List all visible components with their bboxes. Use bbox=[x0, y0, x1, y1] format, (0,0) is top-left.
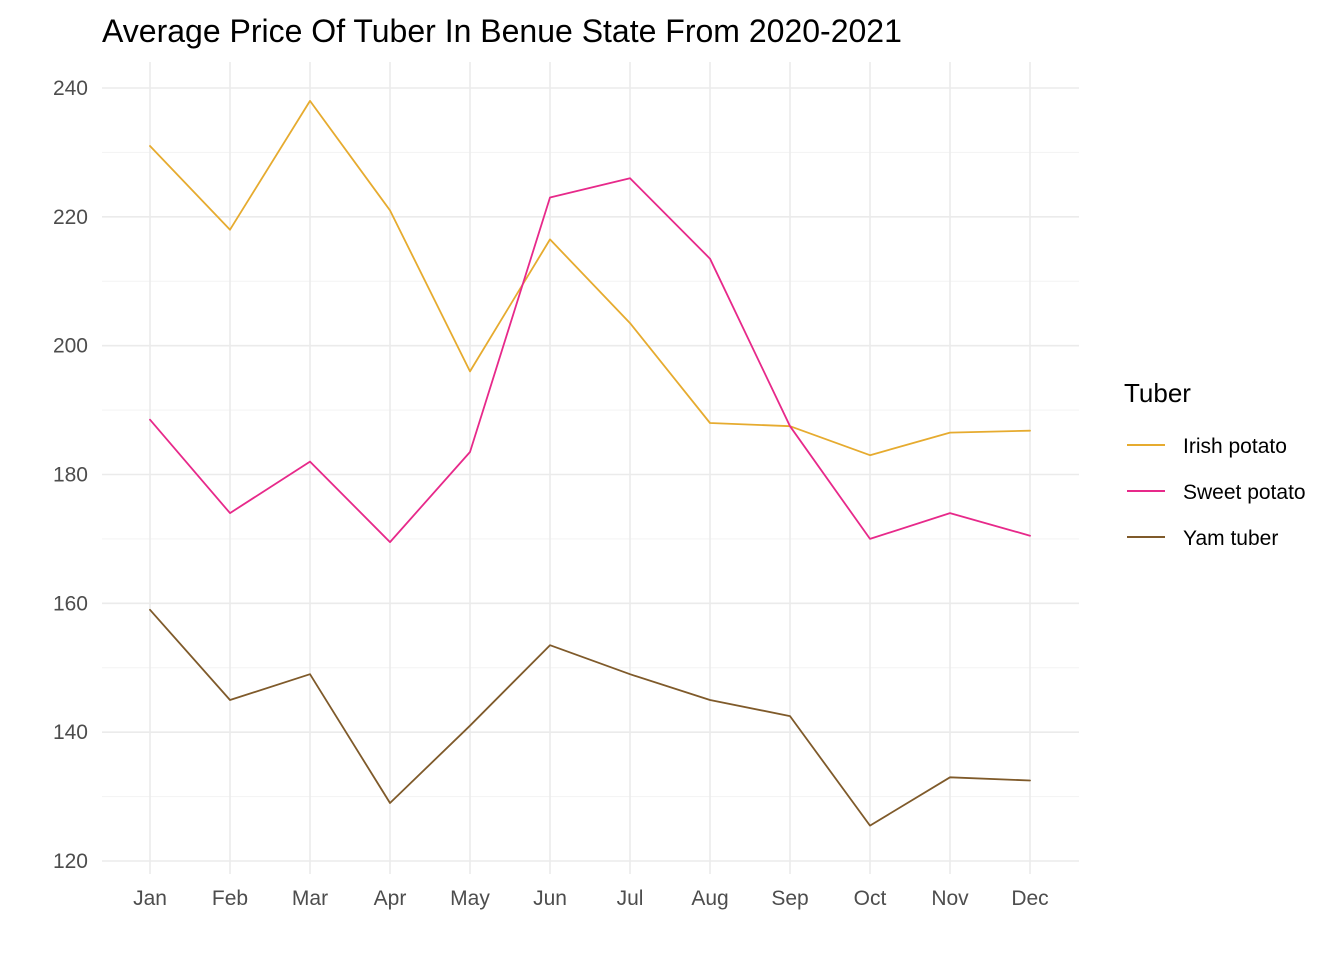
legend-label: Yam tuber bbox=[1183, 527, 1278, 550]
legend-label: Sweet potato bbox=[1183, 481, 1306, 504]
series-line-irish-potato bbox=[149, 100, 1031, 457]
y-tick-label: 240 bbox=[53, 77, 88, 100]
y-axis: 120 140 160 180 200 220 240 bbox=[53, 77, 88, 873]
legend-label: Irish potato bbox=[1183, 435, 1287, 458]
grid bbox=[102, 62, 1079, 874]
chart-title: Average Price Of Tuber In Benue State Fr… bbox=[102, 13, 902, 49]
y-tick-label: 200 bbox=[53, 335, 88, 358]
series-line-yam-tuber bbox=[149, 608, 1031, 827]
legend-title: Tuber bbox=[1124, 378, 1191, 408]
legend: Tuber Irish potato Sweet potato Yam tuber bbox=[1124, 378, 1306, 550]
x-tick-label: Apr bbox=[374, 887, 407, 910]
x-tick-label: Sep bbox=[771, 887, 808, 910]
x-tick-label: Feb bbox=[212, 887, 248, 910]
y-tick-label: 220 bbox=[53, 206, 88, 229]
x-tick-label: Jul bbox=[617, 887, 644, 910]
y-tick-label: 160 bbox=[53, 592, 88, 615]
x-tick-label: Oct bbox=[854, 887, 887, 910]
x-axis: Jan Feb Mar Apr May Jun Jul Aug Sep Oct Nov Dec bbox=[133, 887, 1049, 910]
series-line-sweet-potato bbox=[149, 177, 1031, 543]
x-tick-label: Nov bbox=[931, 887, 969, 910]
x-tick-label: Dec bbox=[1011, 887, 1048, 910]
y-tick-label: 120 bbox=[53, 850, 88, 873]
series-lines bbox=[149, 100, 1031, 827]
x-tick-label: May bbox=[450, 887, 490, 910]
y-tick-label: 180 bbox=[53, 464, 88, 487]
x-tick-label: Jun bbox=[533, 887, 567, 910]
x-tick-label: Jan bbox=[133, 887, 167, 910]
x-tick-label: Aug bbox=[691, 887, 728, 910]
y-tick-label: 140 bbox=[53, 721, 88, 744]
x-tick-label: Mar bbox=[292, 887, 328, 910]
